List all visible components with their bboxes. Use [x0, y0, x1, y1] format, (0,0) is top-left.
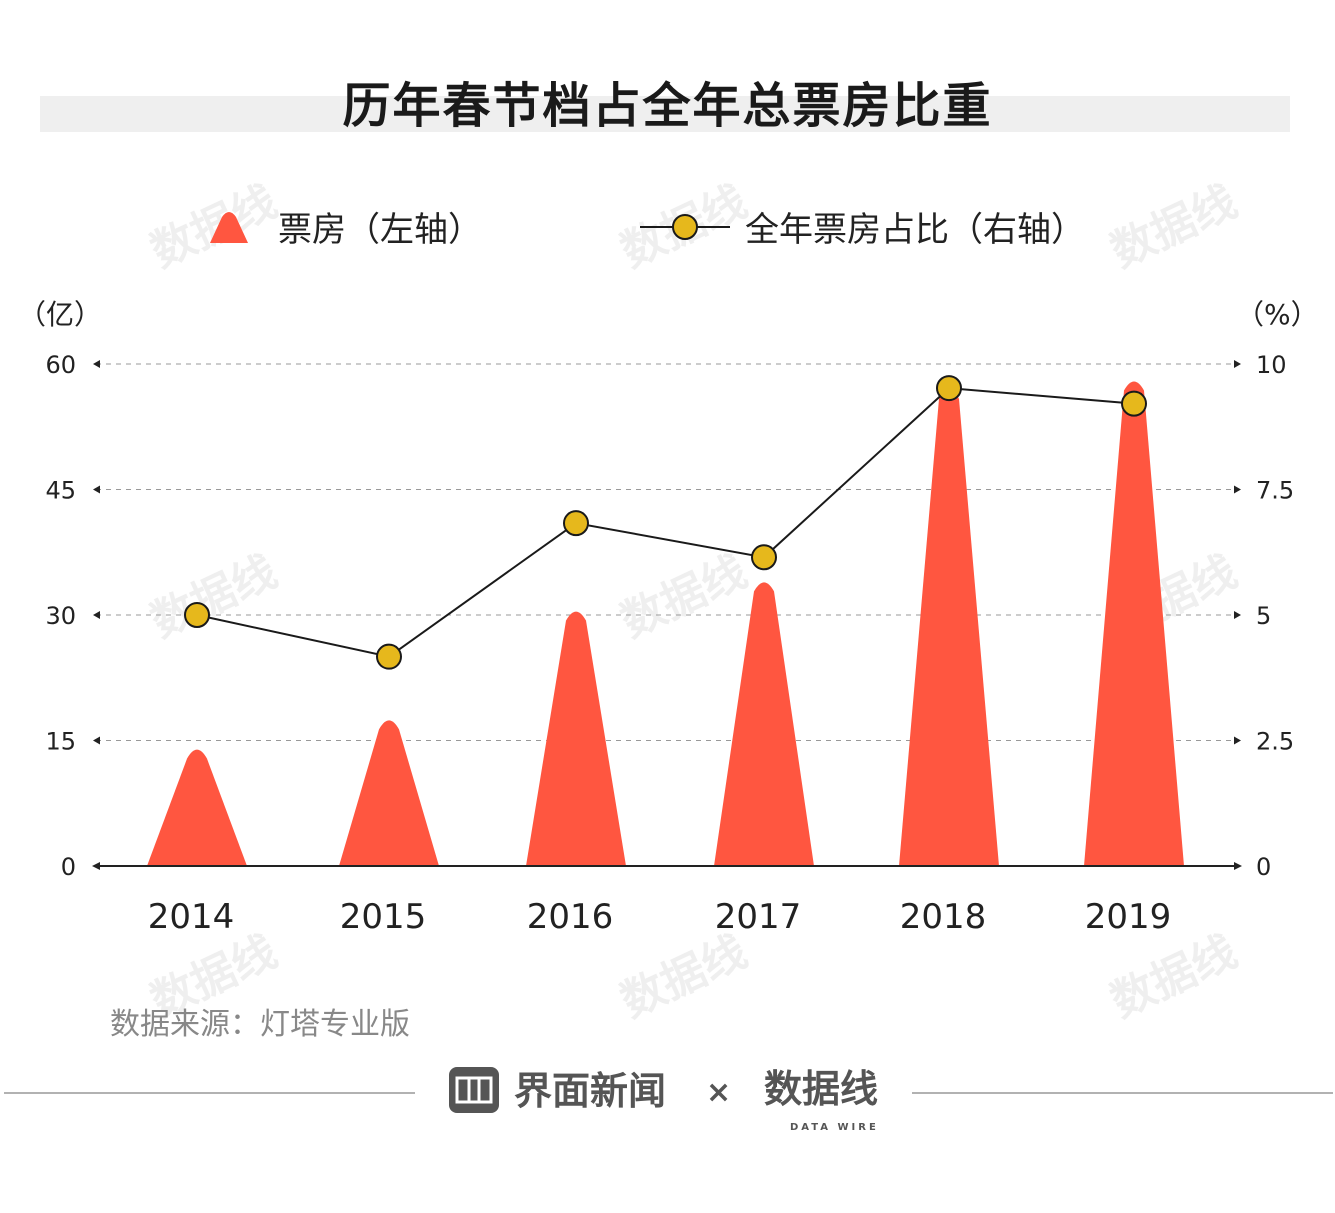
watermark-logo: 数据线	[613, 926, 754, 1028]
grid-arrow-right	[1234, 360, 1241, 368]
right-tick-label: 7.5	[1256, 477, 1294, 505]
share-point	[936, 375, 962, 402]
x-tick-label: 2018	[900, 897, 987, 937]
bars	[147, 381, 1184, 866]
legend-bar-label: 票房（左轴）	[278, 210, 482, 250]
x-tick-label: 2016	[527, 897, 614, 937]
right-axis-unit: （%）	[1236, 298, 1319, 331]
source-note: 数据来源：灯塔专业版	[110, 1007, 410, 1042]
left-tick-label: 0	[61, 853, 76, 881]
left-tick-label: 15	[45, 728, 76, 756]
page-title: 历年春节档占全年总票房比重	[342, 78, 993, 134]
jiemian-logo-icon	[449, 1067, 499, 1113]
brand-right: 数据线	[764, 1067, 878, 1111]
right-tick-label: 5	[1256, 602, 1271, 630]
bar	[714, 582, 814, 866]
x-tick-label: 2019	[1085, 897, 1172, 937]
share-line	[196, 387, 1135, 658]
watermark-logo: 数据线	[1103, 176, 1244, 278]
x-tick-label: 2014	[148, 897, 235, 937]
watermarks: 数据线数据线数据线数据线数据线数据线数据线数据线数据线	[143, 176, 1244, 1028]
share-markers	[184, 375, 1147, 670]
right-tick-label: 0	[1256, 853, 1271, 881]
bar	[899, 389, 999, 866]
x-tick-label: 2017	[715, 897, 802, 937]
left-tick-label: 45	[45, 477, 76, 505]
watermark-logo: 数据线	[613, 546, 754, 648]
right-axis-ticks: 0 2.5 5 7.5 10	[1256, 351, 1294, 881]
share-point	[563, 510, 589, 537]
bar	[147, 749, 247, 866]
grid	[93, 360, 1241, 745]
right-tick-label: 10	[1256, 351, 1287, 379]
left-tick-label: 30	[45, 602, 76, 630]
x-axis-left-arrow	[92, 862, 100, 870]
share-point	[751, 544, 777, 571]
brand-separator: ×	[706, 1075, 731, 1110]
grid-arrow-right	[1234, 485, 1241, 494]
share-point	[1121, 390, 1147, 417]
share-point	[376, 643, 402, 670]
share-point	[184, 602, 210, 628]
brand-left: 界面新闻	[514, 1069, 666, 1113]
watermark-logo: 数据线	[143, 546, 284, 648]
legend-line-label: 全年票房占比（右轴）	[745, 210, 1085, 250]
brand-right-sub: DATA WIRE	[790, 1122, 879, 1133]
grid-arrow-right	[1234, 736, 1241, 745]
right-tick-label: 2.5	[1256, 728, 1294, 756]
grid-arrow-left	[93, 736, 100, 745]
footer: 界面新闻 × 数据线 DATA WIRE	[4, 1067, 1333, 1133]
watermark-logo: 数据线	[143, 176, 284, 278]
grid-arrow-left	[93, 360, 100, 368]
x-axis-ticks: 2014 2015 2016 2017 2018 2019	[148, 897, 1172, 937]
x-tick-label: 2015	[340, 897, 427, 937]
left-axis-unit: （亿）	[18, 298, 102, 331]
left-tick-label: 60	[45, 351, 76, 379]
title-band	[40, 96, 1290, 132]
watermark-logo: 数据线	[1103, 926, 1244, 1028]
grid-arrow-right	[1234, 611, 1241, 619]
legend: 票房（左轴） 全年票房占比（右轴）	[210, 210, 1085, 250]
grid-arrow-left	[93, 485, 100, 494]
bar	[526, 611, 626, 866]
legend-bar-swatch	[210, 212, 248, 243]
bar	[1084, 381, 1184, 866]
x-axis-right-arrow	[1234, 862, 1242, 870]
legend-marker-swatch	[672, 214, 698, 240]
bar	[339, 720, 439, 866]
grid-arrow-left	[93, 611, 100, 619]
left-axis-ticks: 0 15 30 45 60	[45, 351, 76, 881]
